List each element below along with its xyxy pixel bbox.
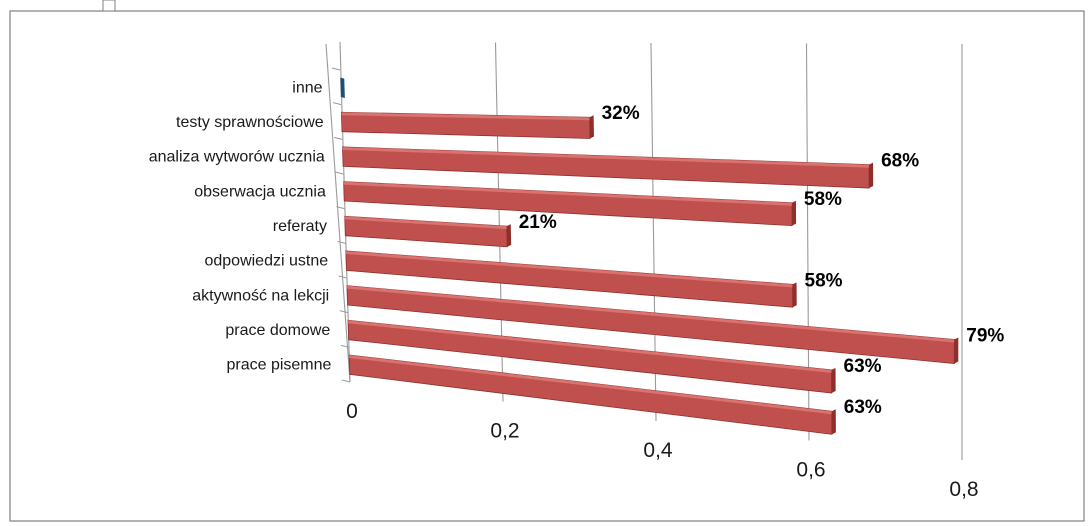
bar-odpowiedzi-ustne	[345, 250, 797, 308]
x-tick-label: 0,4	[643, 439, 673, 462]
category-tick	[339, 310, 348, 314]
bar-end	[792, 282, 797, 308]
bar-end	[791, 200, 797, 226]
category-tick	[336, 206, 345, 210]
bar-aktywnosc-na-lekcji	[346, 285, 959, 364]
category-labels: inne testy sprawnościowe analiza wytworów …	[149, 79, 332, 373]
x-tick-label: 0	[346, 400, 358, 423]
data-label: 79%	[966, 325, 1004, 346]
bar-face	[340, 77, 345, 99]
bar-inne	[340, 77, 345, 99]
category-label: odpowiedzi ustne	[204, 253, 328, 270]
x-tick-label: 0,6	[796, 459, 825, 482]
data-label: 63%	[844, 356, 882, 377]
bar-testy-sprawnosciowe	[340, 111, 594, 139]
bar-referaty	[344, 215, 512, 248]
bar-highlight	[346, 285, 955, 343]
bar-highlight	[341, 112, 590, 121]
data-label: 21%	[519, 212, 557, 233]
category-label: prace pisemne	[226, 357, 331, 374]
data-label: 68%	[881, 151, 919, 172]
bar-face	[345, 250, 794, 308]
bar-face	[347, 319, 833, 394]
bar-end	[954, 337, 959, 364]
value-axis-labels: 0 0,2 0,4 0,6 0,8	[346, 400, 978, 501]
category-tick	[338, 275, 347, 279]
bar-prace-pisemne	[348, 354, 836, 435]
category-label: referaty	[273, 218, 327, 235]
x-tick-label: 0,2	[490, 420, 519, 443]
bar-prace-domowe	[347, 319, 836, 394]
category-tick	[331, 67, 341, 71]
bar-obserwacja-ucznia	[343, 181, 797, 227]
category-label: aktywność na lekcji	[192, 287, 329, 304]
bar-end	[869, 162, 874, 189]
category-label: prace domowe	[225, 322, 330, 339]
data-label: 58%	[805, 270, 843, 291]
bar-end	[589, 115, 594, 139]
category-axis-line	[325, 43, 351, 383]
bar-end	[831, 367, 836, 394]
legend-key-stub	[102, 0, 116, 12]
data-label: 63%	[844, 397, 882, 418]
category-tick	[337, 240, 346, 244]
bar-highlight	[349, 354, 832, 415]
bar-analiza-wytworow-ucznia	[342, 146, 874, 189]
category-tick	[332, 102, 342, 106]
bar-highlight	[344, 216, 507, 230]
category-label: inne	[292, 79, 322, 96]
category-tick	[334, 136, 343, 140]
bar-highlight	[345, 250, 793, 288]
category-label: testy sprawnościowe	[176, 114, 324, 131]
bar-highlight	[348, 320, 832, 373]
category-tick	[335, 171, 344, 175]
data-labels: 32% 68% 58% 21% 58% 79% 63% 63%	[519, 103, 1005, 418]
bar-end	[506, 224, 512, 247]
category-tick	[340, 344, 350, 348]
data-label: 58%	[804, 189, 842, 210]
category-tick	[341, 379, 351, 383]
bar-highlight	[343, 181, 792, 206]
category-axis	[325, 43, 351, 383]
bars	[340, 77, 959, 435]
data-label: 32%	[602, 103, 640, 124]
category-label: obserwacja ucznia	[194, 183, 326, 200]
bar-end	[831, 409, 836, 435]
category-label: analiza wytworów ucznia	[149, 149, 325, 166]
bar-highlight	[342, 146, 870, 168]
x-tick-label: 0,8	[949, 478, 978, 501]
